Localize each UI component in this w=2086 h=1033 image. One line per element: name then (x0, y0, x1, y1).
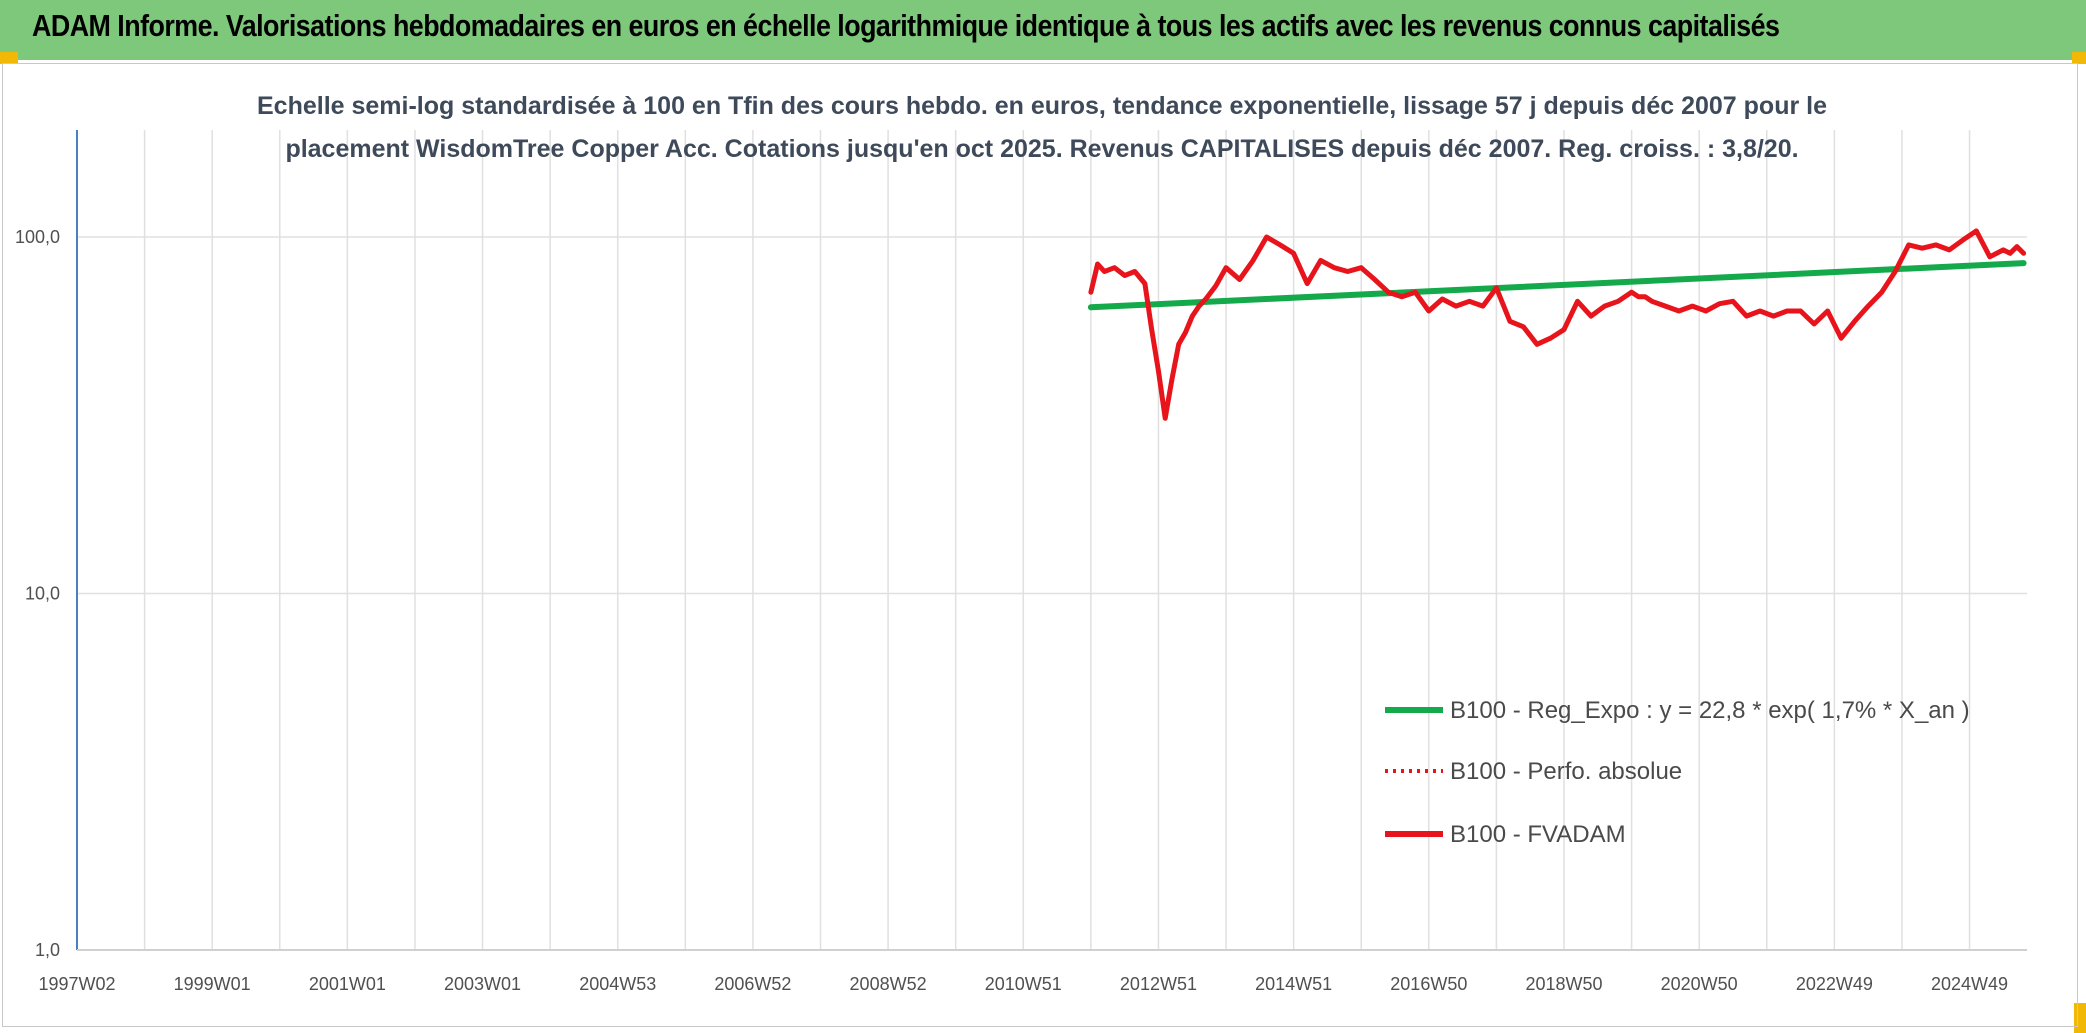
series-layer (1087, 228, 2027, 421)
x-tick-label: 2014W51 (1255, 974, 1332, 994)
x-tick-label: 2004W53 (579, 974, 656, 994)
x-tick-label: 2008W52 (850, 974, 927, 994)
x-tick-label: 1999W01 (174, 974, 251, 994)
x-tick-label: 2016W50 (1390, 974, 1467, 994)
series-line-0 (1087, 260, 2027, 311)
x-tick-label: 2006W52 (714, 974, 791, 994)
y-tick-label: 10,0 (25, 584, 60, 604)
x-tick-label: 2003W01 (444, 974, 521, 994)
chart-frame (2, 63, 2078, 1027)
x-tick-label: 2018W50 (1525, 974, 1602, 994)
report-header: ADAM Informe. Valorisations hebdomadaire… (0, 0, 2086, 60)
x-tick-label: 2012W51 (1120, 974, 1197, 994)
axis-layer: 1,0 10,0 100,0 1997W02 1999W01 2001W01 2003W01… (15, 130, 2027, 994)
legend-label-perfo: B100 - Perfo. absolue (1450, 758, 1682, 785)
x-tick-label: 2010W51 (985, 974, 1062, 994)
legend-label-trend: B100 - Reg_Expo : y = 22,8 * exp( 1,7% *… (1450, 697, 1970, 724)
grid-layer (76, 130, 2027, 950)
x-tick-label: 1997W02 (38, 974, 115, 994)
x-tick-label: 2020W50 (1661, 974, 1738, 994)
x-tick-label: 2001W01 (309, 974, 386, 994)
legend-label-fvadam: B100 - FVADAM (1450, 821, 1626, 848)
series-line-2 (1088, 228, 2027, 421)
chart-subtitle-line-2: placement WisdomTree Copper Acc. Cotatio… (285, 135, 1798, 163)
chart-subtitle-line-1: Echelle semi-log standardisée à 100 en T… (257, 92, 1827, 120)
chart-legend: B100 - Reg_Expo : y = 22,8 * exp( 1,7% *… (1385, 697, 1970, 848)
report-title: ADAM Informe. Valorisations hebdomadaire… (32, 8, 1780, 43)
y-tick-label: 1,0 (35, 940, 60, 960)
y-tick-label: 100,0 (15, 227, 60, 247)
corner-accent-right (2072, 52, 2086, 64)
x-tick-label: 2024W49 (1931, 974, 2008, 994)
corner-accent-left (0, 52, 18, 64)
x-tick-label: 2022W49 (1796, 974, 1873, 994)
